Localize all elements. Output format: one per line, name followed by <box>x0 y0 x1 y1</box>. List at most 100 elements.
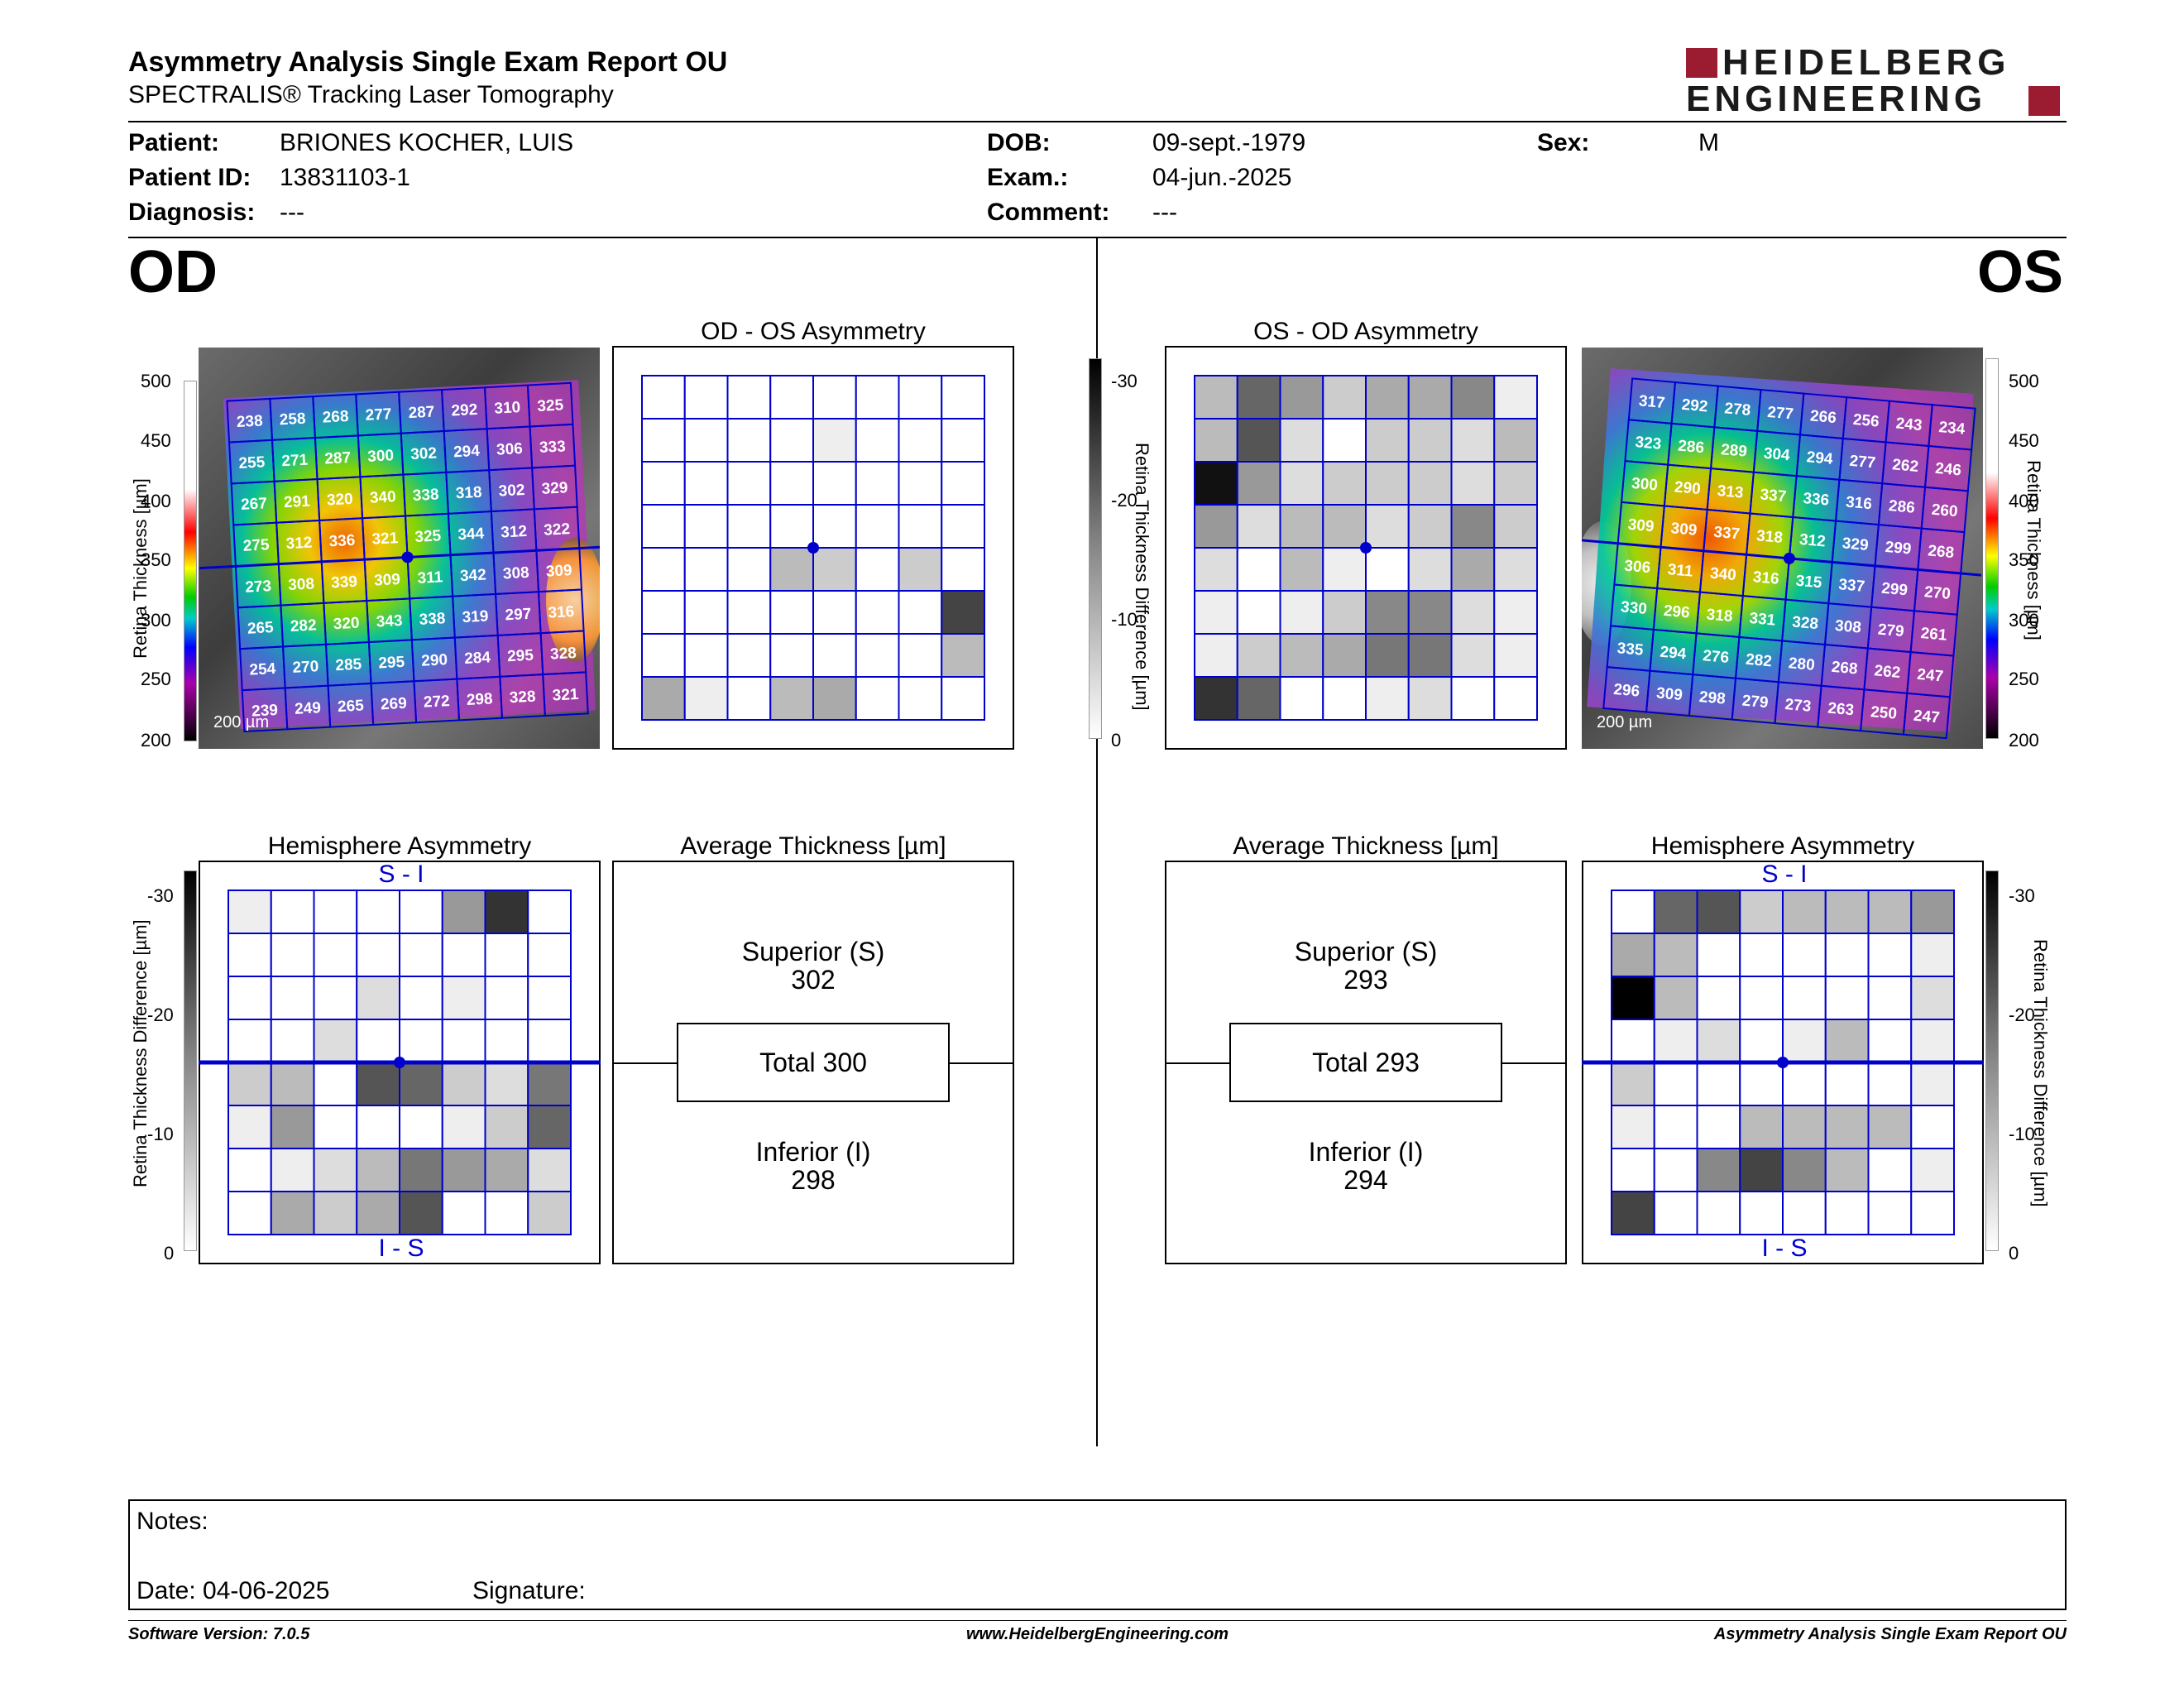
os-hemi-cell-7-3 <box>1739 1191 1784 1235</box>
od-asym-title: OD - OS Asymmetry <box>701 318 926 345</box>
od-thickness-value-5-2: 320 <box>333 615 360 634</box>
os-superior-label: Superior (S) <box>1294 937 1438 966</box>
od-thickness-value-5-1: 282 <box>290 616 317 635</box>
od-asym-cell-3-5 <box>855 504 900 549</box>
os-thickness-value-4-2: 340 <box>1709 565 1736 585</box>
od-asym-cell-5-7 <box>941 590 985 635</box>
os-hemi-cell-7-7 <box>1910 1191 1955 1235</box>
od-thickness-value-1-1: 271 <box>281 452 309 471</box>
od-thickness-value-4-1: 308 <box>288 575 315 594</box>
diff-tick-od-20: -20 <box>147 1005 174 1025</box>
os-hemi-cell-4-6 <box>1867 1062 1913 1106</box>
thickness-tick-od-250: 250 <box>141 669 171 689</box>
website-link[interactable]: www.HeidelbergEngineering.com <box>966 1625 1229 1643</box>
os-avg-title: Average Thickness [µm] <box>1233 832 1499 860</box>
od-hemi-cell-0-5 <box>441 890 486 934</box>
os-hemi-cell-1-2 <box>1696 933 1741 977</box>
eye-divider <box>1096 238 1098 1446</box>
diff-tick-os-20: -20 <box>2009 1005 2035 1025</box>
od-thickness-value-2-7: 329 <box>541 479 568 498</box>
od-asym-cell-6-3 <box>769 633 814 678</box>
os-asym-cell-0-4 <box>1365 375 1410 420</box>
os-thickness-value-3-5: 329 <box>1842 535 1869 554</box>
od-hemi-cell-4-4 <box>399 1062 443 1106</box>
od-hemi-cell-0-4 <box>399 890 443 934</box>
od-thickness-cell-7-7 <box>542 671 589 717</box>
report-subtitle: SPECTRALIS® Tracking Laser Tomography <box>128 81 614 108</box>
thickness-tick-os-300: 300 <box>2009 610 2039 631</box>
od-hemi-cell-1-0 <box>228 933 272 977</box>
os-asym-cell-3-2 <box>1279 504 1324 549</box>
os-asym-cell-0-7 <box>1493 375 1538 420</box>
od-thickness-value-0-1: 258 <box>279 410 306 429</box>
os-asym-cell-7-7 <box>1493 676 1538 721</box>
od-hemi-cell-3-3 <box>356 1019 400 1063</box>
od-thickness-value-5-7: 316 <box>548 603 575 622</box>
od-asym-cell-1-6 <box>898 418 943 463</box>
od-asym-cell-6-6 <box>898 633 943 678</box>
od-hemi-cell-5-2 <box>313 1105 358 1149</box>
os-thickness-value-7-1: 309 <box>1655 684 1683 704</box>
od-asym-cell-0-4 <box>812 375 857 420</box>
od-thickness-value-1-3: 300 <box>367 447 395 466</box>
os-thickness-value-1-4: 294 <box>1806 448 1834 468</box>
od-thickness-value-0-4: 287 <box>408 404 435 423</box>
os-hemi-cell-4-7 <box>1910 1062 1955 1106</box>
os-thickness-value-7-5: 263 <box>1827 700 1855 720</box>
os-asym-cell-5-1 <box>1236 590 1281 635</box>
os-thickness-midline <box>1582 539 1982 577</box>
os-asym-cell-7-0 <box>1194 676 1238 721</box>
od-asym-cell-0-1 <box>683 375 729 420</box>
od-hemi-cell-4-5 <box>441 1062 486 1106</box>
os-hemi-cell-0-7 <box>1910 890 1955 934</box>
os-hemi-cell-3-3 <box>1739 1019 1784 1063</box>
os-thickness-value-3-4: 312 <box>1798 531 1826 551</box>
os-asym-cell-2-1 <box>1236 461 1281 506</box>
od-thickness-value-0-3: 277 <box>365 405 392 424</box>
os-hemi-cell-3-0 <box>1611 1019 1655 1063</box>
od-asym-cell-6-4 <box>812 633 857 678</box>
diff-tick-os-10: -10 <box>2009 1124 2035 1144</box>
diagnosis-label: Diagnosis: <box>128 199 256 226</box>
od-asym-cell-7-2 <box>726 676 772 721</box>
os-thickness-value-2-7: 260 <box>1931 501 1958 521</box>
os-thickness-cell-7-7 <box>1902 692 1952 740</box>
od-thickness-value-7-1: 249 <box>295 699 322 718</box>
optic-disc-od <box>546 538 600 662</box>
os-hemi-cell-4-2 <box>1696 1062 1741 1106</box>
os-hemi-cell-4-1 <box>1653 1062 1698 1106</box>
os-hemi-bottom-label: I - S <box>1761 1235 1808 1262</box>
od-hemi-cell-0-6 <box>484 890 529 934</box>
od-hemi-cell-0-2 <box>313 890 358 934</box>
thickness-tick-od-200: 200 <box>141 730 171 750</box>
od-asym-cell-3-1 <box>683 504 729 549</box>
od-hemi-cell-1-5 <box>441 933 486 977</box>
od-thickness-value-1-6: 306 <box>496 440 524 459</box>
os-asym-cell-1-2 <box>1279 418 1324 463</box>
od-thickness-value-3-4: 325 <box>414 527 442 546</box>
od-hemi-cell-7-7 <box>527 1191 572 1235</box>
od-hemi-cell-6-1 <box>270 1148 315 1192</box>
od-asym-cell-7-4 <box>812 676 857 721</box>
od-hemi-cell-2-7 <box>527 976 572 1020</box>
os-hemi-top-label: S - I <box>1761 861 1808 888</box>
os-thickness-value-0-5: 256 <box>1852 411 1880 431</box>
od-asym-cell-2-2 <box>726 461 772 506</box>
od-thickness-value-0-7: 325 <box>537 396 564 415</box>
od-asym-cell-5-4 <box>812 590 857 635</box>
od-asym-cell-6-1 <box>683 633 729 678</box>
os-hemi-cell-4-5 <box>1824 1062 1870 1106</box>
os-thickness-value-5-4: 328 <box>1791 613 1818 633</box>
os-hemi-cell-5-1 <box>1653 1105 1698 1149</box>
os-thickness-value-1-1: 286 <box>1677 438 1704 458</box>
os-thickness-value-7-7: 247 <box>1913 707 1940 727</box>
od-superior-label: Superior (S) <box>741 937 885 966</box>
os-asym-cell-5-3 <box>1322 590 1367 635</box>
os-thickness-value-4-0: 306 <box>1624 558 1651 578</box>
os-thickness-value-6-4: 280 <box>1788 655 1815 674</box>
os-asym-cell-2-3 <box>1322 461 1367 506</box>
od-asym-cell-1-4 <box>812 418 857 463</box>
od-thickness-value-6-7: 328 <box>550 645 577 664</box>
od-asym-cell-4-5 <box>855 547 900 592</box>
od-thickness-value-0-6: 310 <box>494 399 521 418</box>
